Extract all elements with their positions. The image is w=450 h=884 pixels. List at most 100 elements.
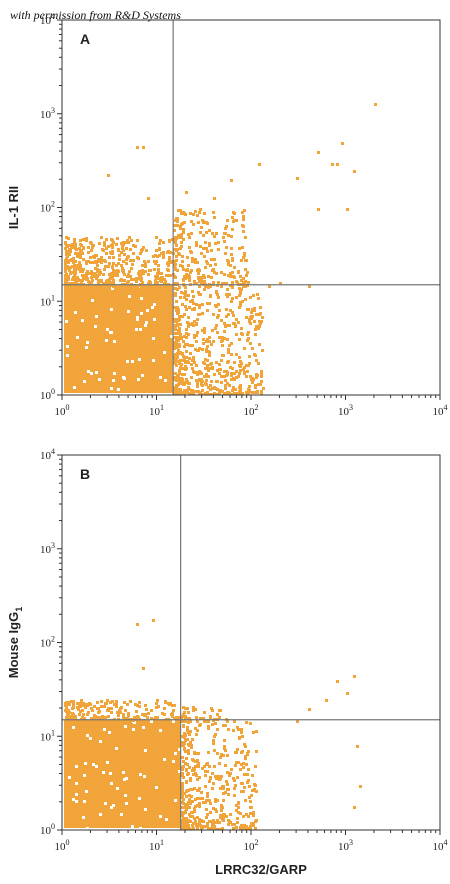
event-point [135,280,138,283]
event-point [79,239,82,242]
event-point [174,287,177,290]
event-point [169,251,172,254]
event-point [235,353,238,356]
event-point [240,327,243,330]
outlier-point [317,151,320,154]
density-gap [136,318,139,321]
density-gap [75,800,78,803]
event-point [218,372,221,375]
event-point [255,359,258,362]
event-point [194,258,197,261]
event-point [73,270,76,273]
event-point [186,268,189,271]
event-point [119,711,122,714]
event-point [255,313,258,316]
event-point [176,332,179,335]
density-gap [115,747,118,750]
event-point [224,232,227,235]
event-point [184,811,187,814]
event-point [156,699,159,702]
event-point [74,285,77,288]
event-point [111,239,114,242]
event-point [242,277,245,280]
event-point [211,787,214,790]
event-point [96,284,99,287]
event-point [121,269,124,272]
event-point [115,270,118,273]
event-point [210,249,213,252]
event-point [174,353,177,356]
event-point [220,359,223,362]
event-point [188,794,191,797]
outlier-point [341,142,344,145]
event-point [122,249,125,252]
event-point [202,342,205,345]
event-point [161,278,164,281]
event-point [212,313,215,316]
event-point [212,819,215,822]
event-point [231,257,234,260]
event-point [194,727,197,730]
event-point [205,763,208,766]
event-point [186,391,189,394]
event-point [232,386,235,389]
event-point [92,244,95,247]
event-point [158,277,161,280]
event-point [125,241,128,244]
event-point [78,704,81,707]
event-point [183,390,186,393]
outlier-point [142,667,145,670]
event-point [206,770,209,773]
event-point [135,710,138,713]
event-point [233,378,236,381]
event-point [175,392,178,395]
event-point [175,309,178,312]
event-point [199,245,202,248]
event-point [98,273,101,276]
event-point [181,255,184,258]
event-point [231,297,234,300]
event-point [193,361,196,364]
event-point [201,767,204,770]
event-point [223,745,226,748]
event-point [228,384,231,387]
event-point [175,259,178,262]
event-point [185,781,188,784]
density-gap [152,359,155,362]
event-point [200,791,203,794]
event-point [127,714,130,717]
event-point [73,267,76,270]
event-point [195,244,198,247]
event-point [177,234,180,237]
event-point [241,392,244,395]
event-point [76,255,79,258]
event-point [243,786,246,789]
event-point [257,297,260,300]
event-point [240,824,243,827]
event-point [191,800,194,803]
density-gap [113,372,116,375]
density-gap [132,728,135,731]
event-point [181,756,184,759]
outlier-point [353,806,356,809]
event-point [87,246,90,249]
event-point [196,269,199,272]
event-point [176,220,179,223]
event-point [155,706,158,709]
event-point [154,275,157,278]
event-point [190,220,193,223]
event-point [185,750,188,753]
event-point [179,247,182,250]
density-gap [144,749,147,752]
event-point [206,795,209,798]
event-point [86,713,89,716]
event-point [88,282,91,285]
event-point [218,392,221,395]
event-point [147,712,150,715]
event-point [215,232,218,235]
event-point [105,247,108,250]
event-point [68,711,71,714]
panel-letter: A [80,31,90,47]
event-point [194,798,197,801]
event-point [157,705,160,708]
